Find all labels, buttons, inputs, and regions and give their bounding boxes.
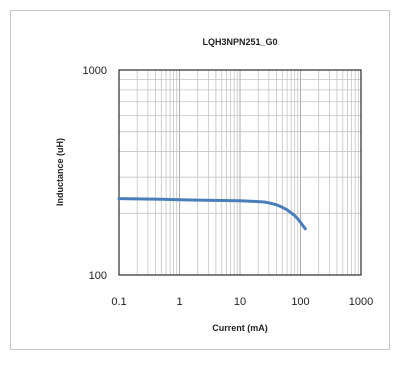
y-tick-label: 1000: [83, 65, 107, 77]
series-line: [117, 197, 307, 231]
grid-lines: [119, 70, 361, 275]
x-tick-label: 1000: [349, 296, 373, 308]
x-axis-label: Current (mA): [212, 323, 268, 333]
x-tick-label: 100: [291, 296, 309, 308]
plot-border: [118, 69, 362, 276]
x-tick-label: 10: [234, 296, 246, 308]
chart-title: LQH3NPN251_G0: [202, 37, 277, 47]
series-layer: [117, 197, 307, 231]
x-tick-label: 1: [176, 296, 182, 308]
y-axis-label: Inductance (uH): [55, 138, 65, 206]
y-tick-label: 100: [89, 270, 107, 282]
x-tick-label: 0.1: [111, 296, 126, 308]
tick-labels: 0.1 1 10 100 1000 1000 100: [83, 65, 374, 308]
